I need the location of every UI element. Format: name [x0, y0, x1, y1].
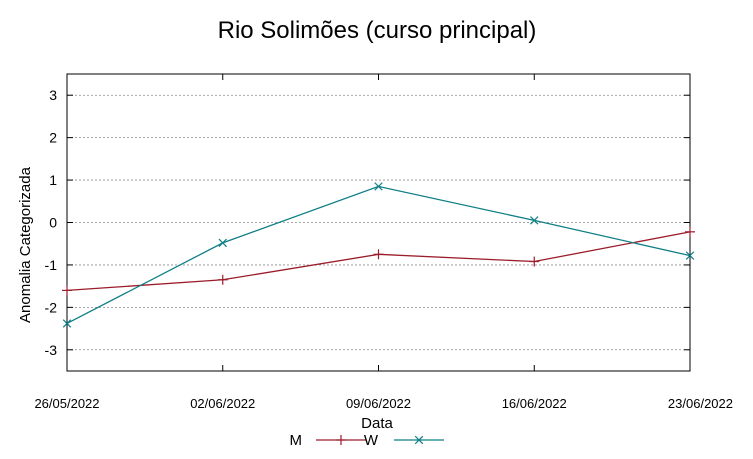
x-tick-label: 09/06/2022 — [346, 396, 411, 411]
legend-marker-W — [414, 435, 424, 445]
y-axis-ticks: -3 -2 -1 0 1 2 3 — [45, 87, 690, 358]
legend-label-M: M — [290, 432, 303, 449]
x-tick-label: 02/06/2022 — [190, 396, 255, 411]
data-point-W — [530, 216, 539, 225]
legend-marker-M — [336, 435, 346, 445]
y-axis-label: Anomalia Categorizada — [17, 166, 34, 323]
grid-lines — [67, 94, 690, 351]
data-point-M — [62, 285, 72, 296]
data-point-M — [529, 256, 540, 267]
data-point-W — [218, 238, 227, 248]
data-point-W — [685, 251, 695, 260]
y-tick-label: 1 — [49, 172, 57, 188]
x-axis-ticks: 26/05/2022 02/06/2022 09/06/2022 16/06/2022… — [34, 74, 733, 411]
series-line-M — [66, 231, 691, 292]
data-point-W — [62, 319, 72, 328]
chart-title: Rio Solimões (curso principal) — [218, 17, 537, 44]
series-lines — [62, 182, 695, 328]
x-tick-label: 23/06/2022 — [668, 396, 733, 411]
x-tick-label: 26/05/2022 — [34, 396, 99, 411]
data-point-W — [374, 182, 383, 191]
data-point-M — [217, 274, 228, 285]
data-point-M — [685, 226, 695, 237]
y-tick-label: -3 — [45, 342, 58, 358]
y-tick-label: -2 — [45, 299, 58, 315]
y-tick-label: 3 — [49, 87, 57, 103]
y-tick-label: -1 — [45, 257, 58, 273]
legend-label-W: W — [364, 432, 379, 449]
y-tick-label: 2 — [49, 130, 57, 146]
x-tick-label: 16/06/2022 — [502, 396, 567, 411]
y-tick-label: 0 — [49, 215, 57, 231]
x-axis-label: Data — [361, 415, 393, 432]
data-point-M — [373, 249, 384, 260]
